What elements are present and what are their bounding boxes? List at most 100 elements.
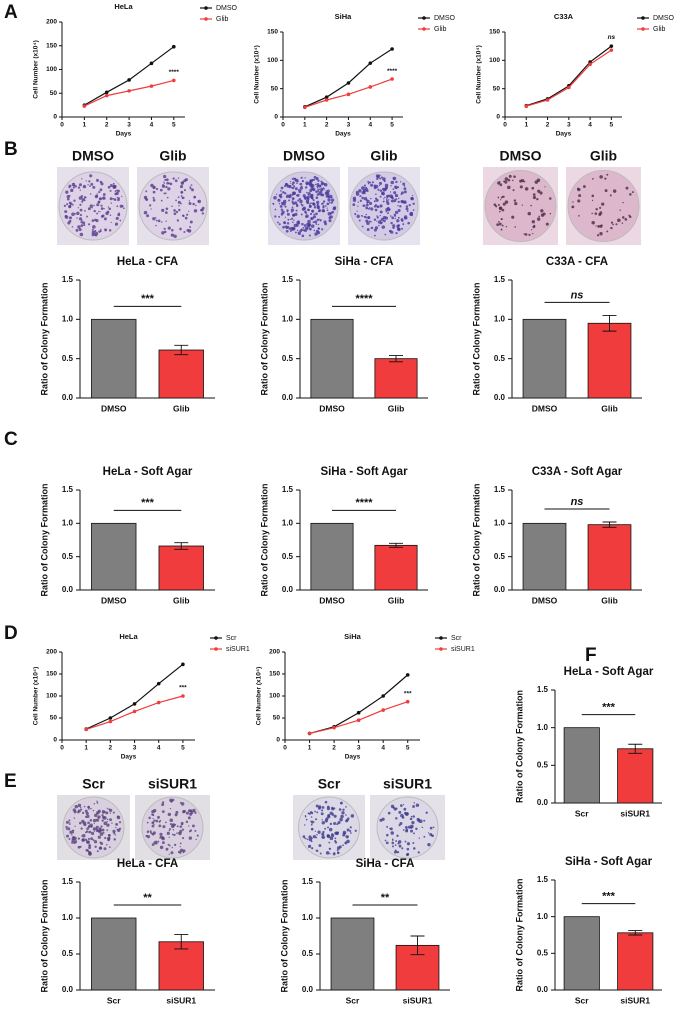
colony (427, 832, 430, 834)
colony (406, 842, 411, 846)
colony (595, 225, 597, 227)
colony (412, 202, 415, 205)
colony (376, 216, 379, 219)
legend-label: Glib (653, 26, 666, 33)
annotation: ** (143, 892, 152, 904)
colony (163, 230, 167, 234)
colony (77, 803, 82, 808)
colony (302, 835, 306, 838)
colony (275, 193, 278, 195)
colony (397, 186, 400, 189)
colony (327, 198, 331, 202)
y-tick-label: 1.5 (62, 877, 74, 886)
colony (311, 198, 314, 200)
colony (103, 821, 107, 826)
colony (331, 198, 335, 202)
colony (410, 196, 414, 201)
bar (522, 318, 567, 399)
colony (538, 215, 541, 218)
colony (294, 201, 298, 205)
chart-title: SiHa - CFA (356, 858, 415, 870)
colony (105, 811, 109, 815)
colony (85, 811, 89, 816)
y-tick-label: 0.5 (62, 354, 74, 363)
colony (341, 811, 345, 815)
colony (349, 829, 352, 832)
colony (91, 831, 95, 836)
y-axis-label: Ratio of Colony Formation (514, 690, 524, 803)
colony (313, 175, 317, 179)
colony (290, 208, 295, 212)
colony (290, 218, 292, 221)
colony (168, 829, 171, 832)
colony (313, 206, 317, 209)
colony (582, 185, 586, 189)
colony (315, 229, 319, 233)
colony (80, 195, 84, 198)
photo-label: DMSO (283, 148, 325, 164)
bar (310, 522, 354, 591)
colony (290, 182, 292, 184)
colony (385, 198, 388, 201)
colony (312, 835, 316, 839)
colony (71, 834, 73, 836)
colony (284, 216, 287, 219)
colony (63, 204, 66, 207)
colony (77, 837, 80, 840)
point (84, 727, 88, 732)
colony (100, 182, 104, 186)
colony (146, 214, 150, 218)
colony (170, 824, 175, 829)
colony (528, 233, 531, 236)
x-tick-label: DMSO (319, 403, 345, 413)
colony (172, 177, 175, 180)
colony (354, 829, 357, 832)
colony (76, 217, 78, 219)
colony (328, 219, 332, 223)
colony (190, 184, 193, 186)
colony (87, 184, 89, 186)
colony (355, 190, 359, 194)
x-tick-label: 1 (303, 122, 307, 129)
colony (101, 214, 105, 218)
colony (151, 821, 155, 825)
colony (89, 204, 94, 208)
colony (103, 811, 107, 814)
colony (72, 204, 74, 206)
y-tick-label: 0.5 (62, 949, 74, 958)
colony (87, 821, 90, 825)
colony (412, 815, 415, 818)
point (524, 104, 529, 109)
colony (395, 198, 398, 201)
colony (177, 200, 181, 204)
colony (606, 173, 609, 176)
colony (366, 228, 370, 231)
colony (72, 186, 75, 189)
colony (67, 221, 71, 225)
colony (349, 832, 352, 834)
y-tick-label: 1.0 (62, 913, 74, 922)
colony (370, 207, 374, 211)
colony (310, 823, 313, 826)
colony (285, 229, 289, 233)
point (181, 662, 185, 667)
x-tick-label: Glib (601, 403, 618, 413)
y-axis-label: Ratio of Colony Formation (259, 283, 269, 396)
colony (179, 185, 184, 189)
colony (396, 219, 400, 223)
y-tick-label: 150 (46, 671, 57, 678)
y-tick-label: 0.0 (537, 798, 549, 807)
colony (68, 194, 71, 197)
colony (278, 215, 281, 218)
colony (306, 838, 309, 841)
colony (169, 818, 174, 823)
colony (399, 821, 403, 826)
panel-label: D (4, 623, 18, 644)
colony (182, 851, 185, 854)
colony (599, 175, 603, 179)
colony (304, 196, 307, 200)
colony (429, 826, 433, 830)
colony (73, 817, 76, 819)
y-axis-label: Ratio of Colony Formation (259, 484, 269, 597)
colony (184, 178, 188, 182)
